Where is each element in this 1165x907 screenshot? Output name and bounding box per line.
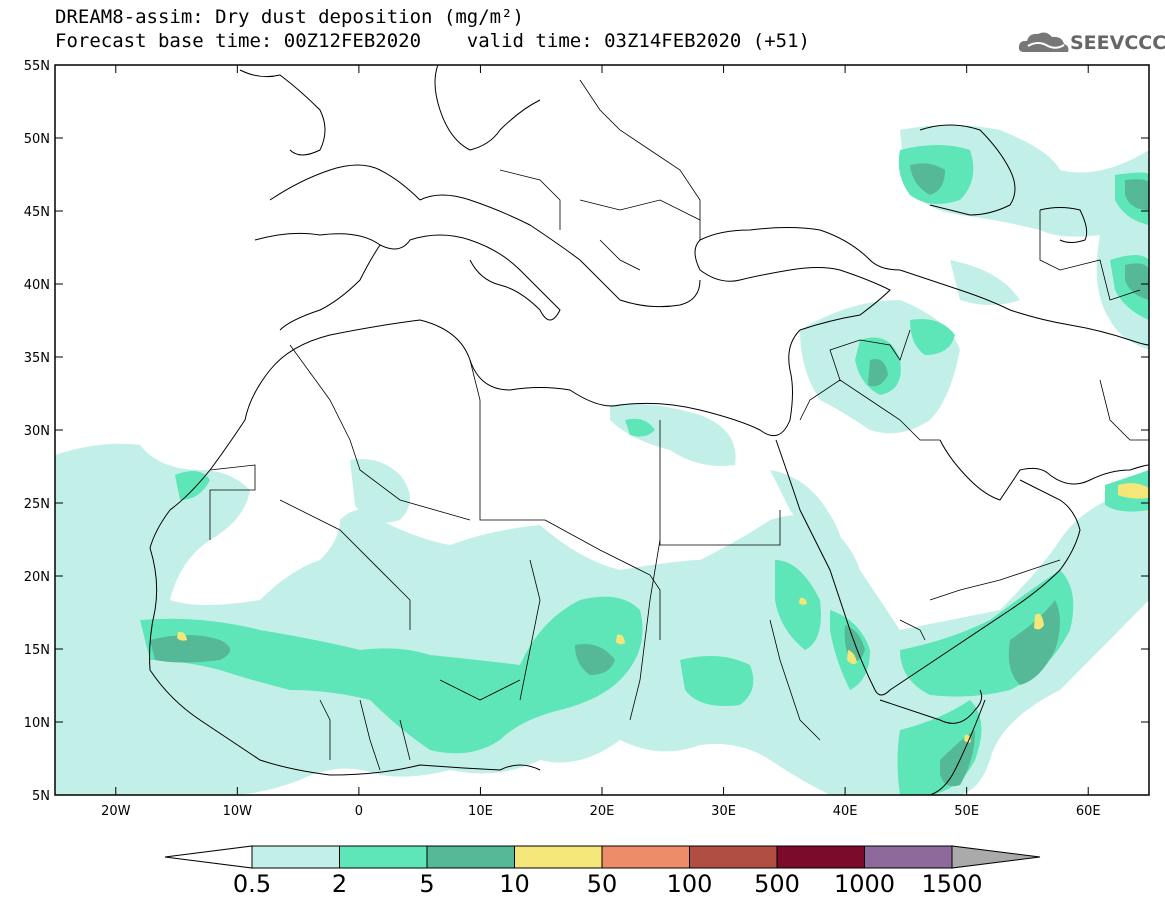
logo-text: SEEVCCC (1070, 32, 1165, 54)
colorbar-boxes (164, 845, 1041, 869)
lon-label: 60E (1076, 804, 1101, 819)
lon-label: 50E (954, 804, 979, 819)
colorbar-box (776, 845, 865, 869)
lat-label: 50N (24, 132, 50, 147)
lon-label: 10W (223, 804, 253, 819)
colorbar-label: 1500 (921, 870, 983, 898)
colorbar-box (426, 845, 515, 869)
colorbar-box (514, 845, 603, 869)
lat-label: 45N (24, 205, 50, 220)
dust-fields (55, 125, 1149, 795)
lat-label: 35N (24, 351, 50, 366)
colorbar-box (864, 845, 953, 869)
dust-level-10 (177, 483, 1149, 743)
lon-label: 30E (711, 804, 736, 819)
lat-label: 15N (24, 643, 50, 658)
colorbar-left-arrow (164, 845, 253, 869)
map-title: DREAM8-assim: Dry dust deposition (mg/m²… (55, 6, 524, 28)
lat-label: 30N (24, 424, 50, 439)
map-subtitle: Forecast base time: 00Z12FEB2020 valid t… (55, 30, 810, 52)
lon-label: 40E (833, 804, 858, 819)
lat-label: 20N (24, 570, 50, 585)
colorbar-label: 50 (586, 870, 618, 898)
colorbar-right-arrow (951, 845, 1041, 869)
colorbar-box (251, 845, 340, 869)
lon-label: 20E (590, 804, 615, 819)
colorbar-box (689, 845, 778, 869)
colorbar-label: 2 (331, 870, 348, 898)
lat-label: 5N (32, 789, 50, 804)
colorbar-label: 0.5 (232, 870, 272, 898)
lat-label: 25N (24, 497, 50, 512)
lat-label: 55N (24, 59, 50, 74)
colorbar-label: 500 (754, 870, 800, 898)
colorbar-box (601, 845, 690, 869)
cloud-logo-icon (1018, 32, 1069, 52)
lat-label: 10N (24, 716, 50, 731)
colorbar-label: 1000 (833, 870, 896, 898)
axis-ticks (55, 64, 1149, 796)
colorbar-label: 5 (419, 870, 435, 898)
colorbar-label: 100 (666, 870, 713, 898)
lon-label: 20W (101, 804, 131, 819)
lon-label: 10E (468, 804, 493, 819)
lon-label: 0 (355, 804, 363, 819)
coastlines (149, 65, 1149, 795)
dust-level-5 (150, 163, 1149, 787)
colorbar-label: 10 (499, 870, 530, 898)
colorbar-box (339, 845, 428, 869)
axis-labels: 55N 50N 45N 40N 35N 30N 25N 20N 15N 10N 5N 20W 10W 0 1… (24, 59, 1101, 819)
borders (209, 79, 1149, 771)
lat-label: 40N (24, 278, 50, 293)
dust-level-2 (140, 145, 1149, 795)
